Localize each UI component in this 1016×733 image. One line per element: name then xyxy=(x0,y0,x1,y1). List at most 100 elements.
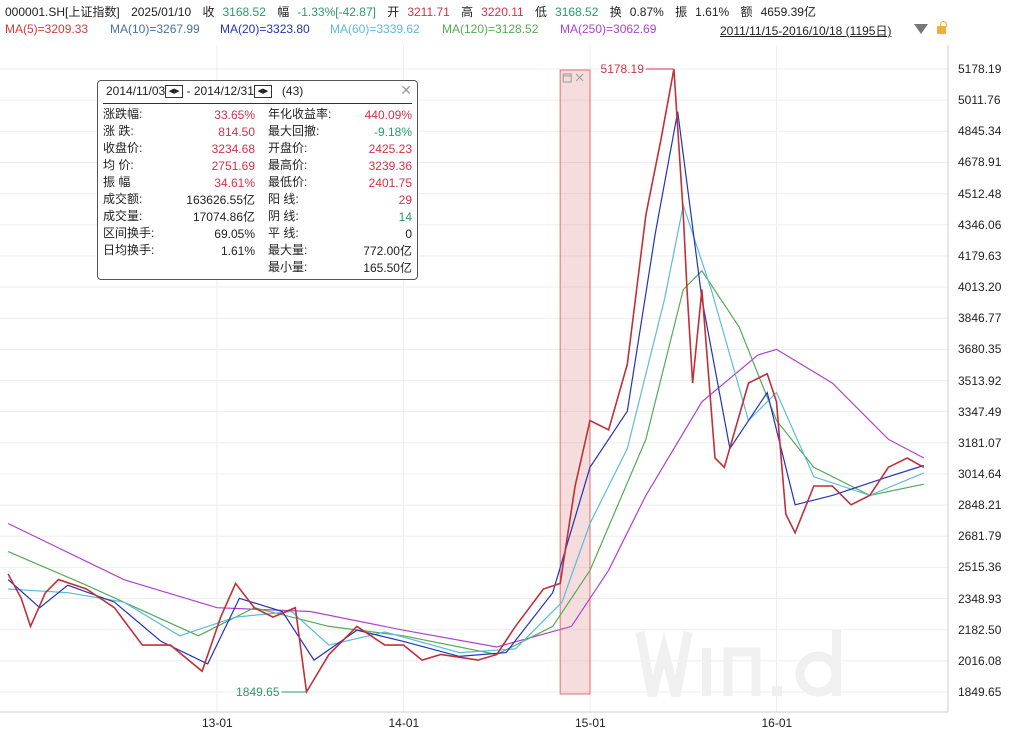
stat-label: 最低价: xyxy=(268,175,308,189)
divider xyxy=(103,103,412,104)
lock-icon[interactable] xyxy=(937,21,947,34)
stat-label: 最大回撤: xyxy=(268,124,320,138)
y-tick-label: 2848.21 xyxy=(958,498,1002,513)
selected-interval-highlight[interactable] xyxy=(559,69,591,695)
stat-value: -9.18% xyxy=(373,125,412,139)
open-value: 3211.71 xyxy=(407,5,450,19)
amplitude-value: 1.61% xyxy=(695,5,730,19)
restore-icon[interactable] xyxy=(562,73,572,83)
x-tick-label: 14-01 xyxy=(388,716,420,730)
y-tick-label: 3347.49 xyxy=(958,404,1002,419)
y-tick-label: 4179.63 xyxy=(958,248,1002,263)
y-tick-label: 4013.20 xyxy=(958,280,1002,295)
watermark-logo-shape xyxy=(772,686,782,696)
stat-value: 34.61% xyxy=(214,176,255,190)
close-label: 收 xyxy=(202,5,215,19)
start-stepper-icon[interactable]: ◀▶ xyxy=(165,85,184,99)
x-tick-label: 16-01 xyxy=(761,716,793,730)
stat-label: 最高价: xyxy=(268,158,308,172)
stat-label: 阳 线: xyxy=(268,192,299,206)
stat-label: 成交量: xyxy=(103,209,143,223)
watermark-logo-shape xyxy=(723,647,761,696)
stat-value: 2401.75 xyxy=(368,176,412,190)
y-tick-label: 2681.79 xyxy=(958,529,1002,544)
watermark-logo-shape xyxy=(635,631,693,698)
ma250-legend[interactable]: MA(250)=3062.69 xyxy=(560,22,657,36)
ma120-legend[interactable]: MA(120)=3128.52 xyxy=(442,22,539,36)
stat-value: 69.05% xyxy=(214,227,255,241)
stat-label: 均 价: xyxy=(103,158,134,172)
y-tick-label: 3181.07 xyxy=(958,435,1002,450)
y-tick-label: 4346.06 xyxy=(958,217,1002,232)
stat-label: 开盘价: xyxy=(268,141,308,155)
stat-label: 涨跌幅: xyxy=(103,107,143,121)
y-tick-label: 5178.19 xyxy=(958,62,1002,76)
stat-value: 33.65% xyxy=(214,108,255,122)
stat-value: 3239.36 xyxy=(368,159,412,173)
watermark-logo-shape xyxy=(832,630,841,696)
watermark-logo-shape xyxy=(702,648,711,696)
stat-label: 年化收益率: xyxy=(268,107,332,121)
stat-value: 0 xyxy=(405,227,412,241)
dropdown-triangle-icon[interactable] xyxy=(914,24,928,34)
close-value: 3168.52 xyxy=(222,5,266,19)
open-label: 开 xyxy=(387,5,400,19)
quote-header: 000001.SH[上证指数] 2025/01/10 收 3168.52 幅 -1.… xyxy=(5,3,824,20)
ma60-legend[interactable]: MA(60)=3339.62 xyxy=(330,22,420,36)
x-tick-label: 13-01 xyxy=(202,716,233,730)
stat-label: 收盘价: xyxy=(103,141,143,155)
y-tick-label: 2515.36 xyxy=(958,560,1002,575)
series-ma60 xyxy=(8,202,925,654)
high-value: 3220.11 xyxy=(481,5,524,19)
stat-value: 14 xyxy=(398,210,412,224)
y-tick-label: 4512.48 xyxy=(958,186,1002,201)
low-label: 低 xyxy=(535,5,548,19)
series-ma250 xyxy=(7,348,925,648)
y-tick-label: 4678.91 xyxy=(958,155,1002,170)
stat-value: 440.09% xyxy=(364,108,412,122)
stat-value: 2425.23 xyxy=(368,142,412,156)
y-tick-label: 1849.65 xyxy=(958,685,1002,699)
change-label: 幅 xyxy=(277,5,290,19)
stat-label: 最大量: xyxy=(268,243,308,257)
date-range-selector[interactable]: 2011/11/15-2016/10/18 (1195日) xyxy=(720,24,892,38)
y-tick-label: 2348.93 xyxy=(958,591,1002,606)
stat-value: 17074.86亿 xyxy=(192,210,255,224)
interval-header: 2014/11/03 ◀▶ - 2014/12/31 ◀▶ (43) xyxy=(106,84,304,99)
change-value: -1.33%[-42.87] xyxy=(297,5,376,19)
series-ma20 xyxy=(7,111,924,665)
stat-label: 振 幅 xyxy=(103,175,131,189)
y-tick-label: 5011.76 xyxy=(958,93,1001,108)
stat-value: 772.00亿 xyxy=(363,244,412,258)
watermark-logo-shape xyxy=(795,651,841,697)
stat-label: 最小量: xyxy=(268,260,308,274)
stat-value: 163626.55亿 xyxy=(186,193,255,207)
max-annotation: 5178.19 xyxy=(601,62,645,76)
min-annotation: 1849.65 xyxy=(236,685,280,699)
ma5-legend[interactable]: MA(5)=3209.33 xyxy=(5,22,89,36)
turnover-value: 0.87% xyxy=(629,5,664,19)
wind-watermark xyxy=(635,630,841,698)
y-tick-label: 3014.64 xyxy=(958,466,1002,481)
low-value: 3168.52 xyxy=(555,5,599,19)
close-highlight-icon[interactable] xyxy=(575,73,584,82)
ma20-legend[interactable]: MA(20)=3323.80 xyxy=(220,22,310,36)
amount-label: 额 xyxy=(740,5,753,19)
stat-value: 29 xyxy=(398,193,412,207)
close-icon[interactable]: ✕ xyxy=(400,82,412,98)
interval-stats-popup: 2014/11/03 ◀▶ - 2014/12/31 ◀▶ (43) ✕ 涨跌幅: 3… xyxy=(97,80,418,280)
interval-day-count: (43) xyxy=(281,84,304,98)
stat-label: 阴 线: xyxy=(268,209,299,223)
stat-value: 1.61% xyxy=(220,244,255,258)
end-stepper-icon[interactable]: ◀▶ xyxy=(253,85,272,99)
stat-label: 涨 跌: xyxy=(103,124,134,138)
high-label: 高 xyxy=(461,5,474,19)
series-price xyxy=(7,68,925,695)
y-tick-label: 3680.35 xyxy=(958,342,1002,357)
ma10-legend[interactable]: MA(10)=3267.99 xyxy=(110,22,200,36)
stat-value: 3234.68 xyxy=(211,142,255,156)
x-tick-label: 15-01 xyxy=(575,716,606,730)
y-tick-label: 3846.77 xyxy=(958,311,1002,326)
y-tick-label: 2182.50 xyxy=(958,622,1002,637)
